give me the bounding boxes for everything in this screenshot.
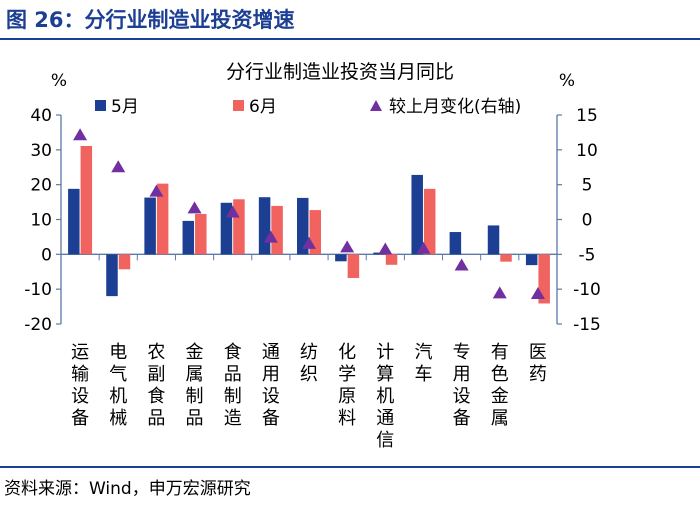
change-marker [263,230,278,243]
bar-may [106,254,118,297]
y-left-tick-label: 10 [30,211,52,231]
y-left-tick-label: 0 [41,245,52,265]
change-marker [302,236,316,249]
category-label: 化学原料 [338,342,356,429]
y-left-tick-label: -10 [24,280,52,300]
axes: 40 30 20 10 0 -10 -20 15 10 5 0 -5 -10 -15 [24,106,601,335]
bar-may [144,197,156,255]
category-label: 运输设备 [71,342,89,429]
source-note: 资料来源：Wind，申万宏源研究 [4,479,251,499]
bar-may [487,225,500,255]
bar-may [220,202,233,255]
title-rule [0,38,700,40]
bar-may [525,254,538,266]
bar-june [271,205,283,255]
bars [68,146,550,304]
category-label: 农副食品 [147,342,165,429]
category-label: 通用设备 [262,342,280,429]
legend-label-june: 6月 [249,97,277,117]
bar-june [195,213,207,255]
bar-june [156,183,169,255]
category-label: 纺织 [300,342,318,385]
change-marker [530,287,545,300]
change-marker [454,258,469,271]
y-right-tick-label: 5 [582,176,593,196]
bar-june [118,254,131,270]
y-right-tick-label: -15 [573,315,601,335]
bar-june [233,199,245,255]
change-marker [73,128,88,141]
change-marker [378,242,393,255]
change-marker [225,205,240,218]
category-label: 专用设备 [453,342,471,429]
y-left-tick-label: -20 [24,315,52,335]
bar-may [335,254,347,262]
figure-title: 图 26：分行业制造业投资增速 [6,8,295,32]
change-marker [492,286,507,299]
bar-may [258,197,271,255]
y-left-unit: % [51,71,67,91]
y-right-tick-label: 15 [576,106,598,126]
category-label: 汽车 [414,342,432,385]
bar-june [423,188,436,255]
chart-title: 分行业制造业投资当月同比 [226,61,454,83]
bar-june [385,254,398,265]
bar-may [68,188,80,255]
y-right-tick-label: 10 [576,141,598,161]
legend-swatch-may [95,100,106,111]
bar-june [347,254,360,279]
change-marker [111,160,126,173]
legend-label-may: 5月 [111,97,139,117]
change-marker [416,241,431,254]
bar-may [449,232,462,255]
category-label: 计算机通信 [376,342,394,451]
category-labels: 运输设备 电气机械 农副食品 金属制品 食品制造 通用设备 纺织 化学原料 计算机通信 汽车 专用设… [71,342,547,451]
y-right-tick-label: -5 [579,245,596,265]
category-label: 有色金属 [491,342,509,429]
y-left-tick-label: 30 [30,141,52,161]
bar-may [411,174,423,255]
category-label: 金属制品 [186,342,204,429]
category-label: 医药 [529,342,547,385]
bar-may [297,197,309,255]
source-rule [0,466,700,468]
legend: 5月 6月 较上月变化(右轴) [95,97,521,117]
change-marker [149,184,164,197]
category-label: 食品制造 [224,342,242,429]
y-right-tick-label: 0 [582,211,593,231]
change-markers [73,128,545,300]
y-left-tick-label: 40 [30,106,52,126]
bar-june [80,146,93,255]
bar-may [182,220,195,255]
legend-marker-change [370,100,382,111]
bar-june [309,210,321,255]
y-left-tick-label: 20 [30,176,52,196]
legend-swatch-june [233,100,244,111]
bar-june [500,254,512,262]
legend-label-change: 较上月变化(右轴) [389,97,521,117]
change-marker [187,201,202,214]
y-right-unit: % [559,71,575,91]
change-marker [340,240,355,253]
bar-june [538,254,550,304]
y-right-tick-label: -10 [573,280,601,300]
category-label: 电气机械 [109,342,127,429]
chart: 分行业制造业投资当月同比 % % 5月 6月 较上月变化(右轴) 40 30 20 1… [24,61,601,451]
